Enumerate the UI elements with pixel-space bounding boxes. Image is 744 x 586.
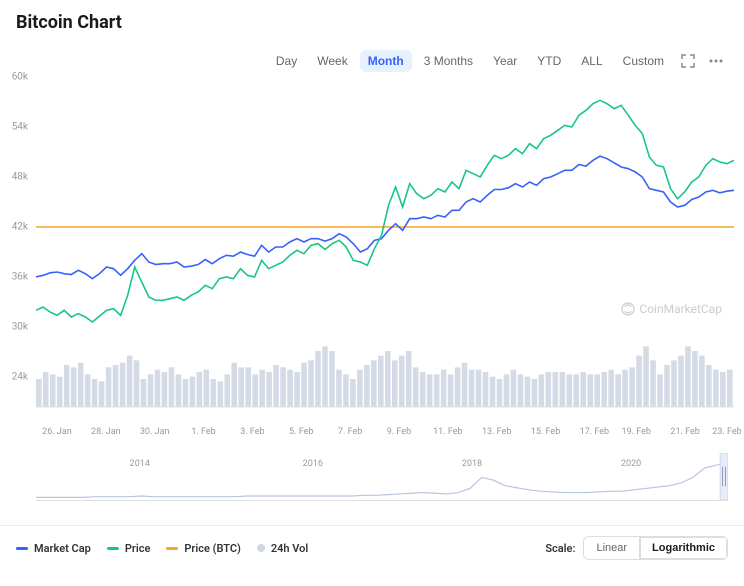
more-icon[interactable] [704,49,728,73]
x-tick: 15. Feb [531,427,560,437]
chart-canvas [36,77,734,427]
x-tick: 17. Feb [580,427,609,437]
y-axis: 24k30k36k42k48k54k60k [0,77,32,427]
x-tick: 19. Feb [622,427,651,437]
legend: Market Cap Price Price (BTC) 24h Vol [16,542,308,555]
timeframe-year[interactable]: Year [485,50,525,72]
x-tick: 21. Feb [670,427,699,437]
y-tick: 54k [12,122,28,133]
y-tick: 42k [12,222,28,233]
y-tick: 60k [12,72,28,83]
timeframe-selector: DayWeekMonth3 MonthsYearYTDALLCustom [0,41,744,77]
x-tick: 3. Feb [240,427,264,437]
brush-tick: 2016 [303,459,323,469]
legend-swatch [16,547,28,550]
legend-item-24h-vol[interactable]: 24h Vol [257,542,308,555]
chart-footer: Market Cap Price Price (BTC) 24h Vol Scale:… [0,525,744,570]
y-tick: 36k [12,272,28,283]
main-chart[interactable]: 24k30k36k42k48k54k60k CoinMarketCap [36,77,734,427]
scale-linear[interactable]: Linear [584,537,640,559]
x-tick: 9. Feb [387,427,411,437]
brush-tick: 2020 [621,459,641,469]
fullscreen-icon[interactable] [676,49,700,73]
timeframe-ytd[interactable]: YTD [529,50,569,72]
y-tick: 24k [12,372,28,383]
brush-tick: 2018 [462,459,482,469]
legend-swatch [257,544,265,552]
x-tick: 23. Feb [712,427,741,437]
timeframe-month[interactable]: Month [360,50,412,72]
scale-label: Scale: [545,542,575,555]
legend-label: Market Cap [34,542,91,555]
brush-x-axis: 2014201620182020 [36,507,728,519]
page-title: Bitcoin Chart [16,12,122,33]
legend-swatch [166,547,178,550]
scale-selector: Scale: LinearLogarithmic [545,536,728,560]
legend-label: Price [125,542,151,555]
brush-tick: 2014 [130,459,150,469]
legend-item-price[interactable]: Price [107,542,151,555]
x-tick: 1. Feb [191,427,215,437]
x-tick: 30. Jan [140,427,170,437]
legend-swatch [107,547,119,550]
timeframe-week[interactable]: Week [309,50,355,72]
scale-toggle[interactable]: LinearLogarithmic [583,536,728,560]
x-tick: 5. Feb [289,427,313,437]
x-tick: 13. Feb [482,427,511,437]
timeframe-all[interactable]: ALL [573,50,610,72]
legend-label: 24h Vol [271,542,308,555]
x-axis: 26. Jan 28. Jan 30. Jan 1. Feb 3. Feb 5. Feb 7… [36,427,734,443]
legend-label: Price (BTC) [184,542,240,555]
x-tick: 11. Feb [433,427,462,437]
legend-item-market-cap[interactable]: Market Cap [16,542,91,555]
timeframe-3-months[interactable]: 3 Months [416,50,481,72]
scale-logarithmic[interactable]: Logarithmic [640,537,727,559]
legend-item-price-btc-[interactable]: Price (BTC) [166,542,240,555]
y-tick: 48k [12,172,28,183]
x-tick: 28. Jan [91,427,121,437]
x-tick: 7. Feb [338,427,362,437]
watermark: CoinMarketCap [621,302,722,316]
x-tick: 26. Jan [42,427,72,437]
timeframe-custom[interactable]: Custom [615,50,672,72]
timeframe-day[interactable]: Day [268,50,305,72]
y-tick: 30k [12,322,28,333]
